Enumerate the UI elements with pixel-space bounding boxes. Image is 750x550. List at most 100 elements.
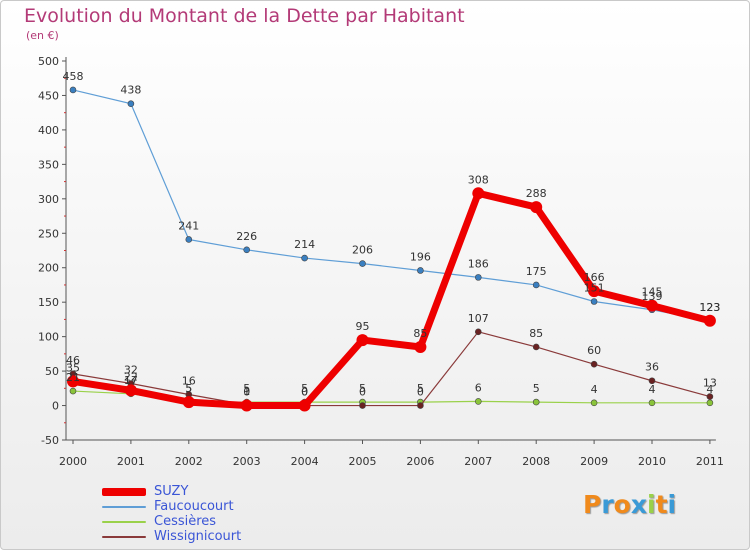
y-tick-label: -50 — [41, 434, 59, 447]
data-point-suzy — [67, 375, 79, 388]
data-point-faucoucourt — [127, 100, 135, 108]
chart-subtitle: (en €) — [26, 29, 59, 42]
data-point-cessieres — [69, 387, 77, 395]
data-point-faucoucourt — [590, 298, 598, 305]
data-label-cessieres: 4 — [706, 383, 713, 396]
data-label-wissignicourt: 85 — [529, 327, 543, 340]
data-label-wissignicourt: 16 — [182, 375, 196, 388]
data-point-suzy — [356, 334, 369, 347]
data-label-wissignicourt: 13 — [703, 377, 717, 390]
data-point-faucoucourt — [474, 274, 482, 281]
data-label-suzy: 0 — [243, 386, 250, 399]
data-label-suzy: 308 — [468, 173, 489, 186]
data-point-suzy — [588, 285, 601, 298]
data-point-faucoucourt — [417, 267, 424, 274]
chart-title: Evolution du Montant de la Dette par Hab… — [24, 5, 465, 27]
legend-label-suzy: SUZY — [154, 484, 189, 499]
data-point-wissignicourt — [417, 402, 424, 409]
x-tick-label: 2001 — [117, 455, 145, 468]
y-tick-label: 300 — [38, 193, 59, 206]
data-label-faucoucourt: 175 — [526, 265, 547, 278]
y-tick-label: 150 — [38, 296, 59, 309]
legend-item-suzy: SUZY — [102, 484, 241, 499]
data-point-wissignicourt — [359, 402, 366, 409]
y-tick-label: 100 — [38, 331, 59, 344]
data-label-cessieres: 5 — [533, 382, 540, 395]
data-point-suzy — [646, 299, 658, 312]
x-tick-label: 2007 — [464, 455, 492, 468]
data-label-wissignicourt: 60 — [587, 344, 601, 357]
x-tick-label: 2003 — [233, 455, 261, 468]
data-label-suzy: 288 — [526, 187, 547, 200]
data-point-cessieres — [648, 399, 656, 407]
data-label-suzy: 123 — [699, 301, 720, 314]
legend-item-cessieres: Cessières — [102, 514, 241, 529]
y-tick-label: 450 — [38, 89, 59, 102]
data-point-cessieres — [474, 398, 482, 405]
data-point-suzy — [124, 384, 137, 397]
data-label-faucoucourt: 458 — [63, 70, 84, 83]
data-label-faucoucourt: 241 — [178, 219, 199, 232]
data-point-wissignicourt — [474, 328, 482, 336]
data-label-suzy: 166 — [584, 271, 605, 284]
data-point-faucoucourt — [359, 260, 366, 267]
data-label-suzy: 0 — [301, 386, 308, 399]
data-point-suzy — [703, 314, 716, 327]
proxiti-logo: Proxiti — [583, 490, 677, 519]
legend-swatch-wissignicourt — [102, 535, 146, 538]
data-point-cessieres — [532, 398, 540, 406]
data-label-faucoucourt: 151 — [584, 281, 605, 294]
legend-label-faucoucourt: Faucoucourt — [154, 499, 234, 514]
data-point-suzy — [298, 399, 311, 412]
data-label-wissignicourt: 107 — [468, 312, 489, 325]
legend-swatch-faucoucourt — [102, 505, 146, 508]
y-tick-label: 400 — [38, 124, 59, 137]
series-line-wissignicourt — [72, 331, 711, 407]
x-tick-label: 2004 — [291, 455, 319, 468]
legend-swatch-suzy — [102, 487, 146, 496]
data-label-cessieres: 5 — [243, 382, 250, 395]
data-label-cessieres: 4 — [649, 383, 656, 396]
legend-item-faucoucourt: Faucoucourt — [102, 499, 241, 514]
x-tick-label: 2011 — [696, 455, 724, 468]
data-label-cessieres: 4 — [591, 383, 598, 396]
x-tick-label: 2005 — [349, 455, 377, 468]
data-label-cessieres: 5 — [417, 382, 424, 395]
data-label-cessieres: 5 — [301, 382, 308, 395]
x-tick-label: 2006 — [406, 455, 434, 468]
legend-item-wissignicourt: Wissignicourt — [102, 529, 241, 544]
data-label-wissignicourt: 0 — [301, 386, 308, 399]
data-point-suzy — [530, 201, 543, 214]
data-label-faucoucourt: 214 — [294, 238, 315, 251]
data-label-suzy: 35 — [66, 361, 80, 374]
data-label-wissignicourt: 46 — [66, 354, 80, 367]
data-point-suzy — [414, 340, 427, 353]
data-label-wissignicourt: 0 — [417, 386, 424, 399]
data-point-cessieres — [590, 399, 598, 407]
data-label-suzy: 85 — [413, 327, 427, 340]
data-label-faucoucourt: 139 — [642, 290, 663, 303]
data-label-cessieres: 17 — [124, 374, 138, 387]
data-label-suzy: 145 — [642, 286, 663, 299]
data-label-suzy: 5 — [185, 382, 192, 395]
data-point-wissignicourt — [706, 393, 714, 400]
legend-swatch-cessieres — [102, 520, 146, 523]
data-point-wissignicourt — [590, 360, 598, 368]
data-point-faucoucourt — [532, 281, 540, 289]
data-point-cessieres — [706, 399, 714, 407]
data-label-cessieres: 5 — [185, 382, 192, 395]
data-label-faucoucourt: 186 — [468, 257, 489, 270]
data-point-suzy — [240, 399, 253, 412]
x-tick-label: 2000 — [59, 455, 87, 468]
y-tick-label: 50 — [45, 365, 59, 378]
data-label-cessieres: 6 — [475, 381, 482, 394]
x-tick-label: 2008 — [522, 455, 550, 468]
data-label-wissignicourt: 32 — [124, 363, 138, 376]
data-label-suzy: 22 — [124, 370, 138, 383]
y-tick-label: 350 — [38, 158, 59, 171]
legend: SUZY Faucoucourt Cessières Wissignicourt — [102, 484, 241, 544]
data-label-faucoucourt: 206 — [352, 244, 373, 257]
data-label-faucoucourt: 438 — [120, 84, 141, 97]
series-line-faucoucourt — [72, 89, 711, 322]
data-label-suzy: 95 — [356, 320, 370, 333]
